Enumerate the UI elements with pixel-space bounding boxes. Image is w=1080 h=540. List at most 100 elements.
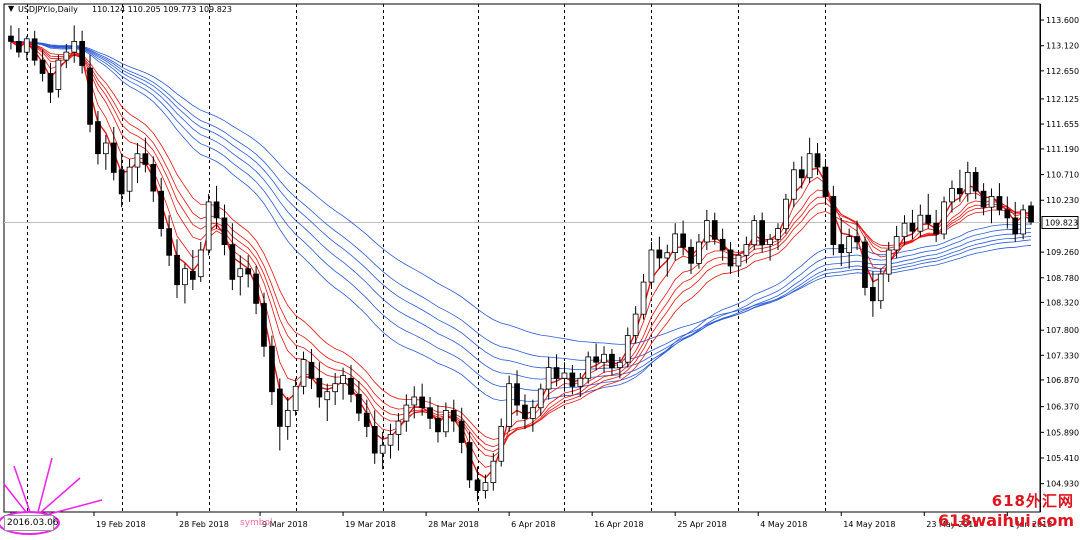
candle[interactable] — [395, 413, 402, 451]
candle[interactable] — [237, 255, 244, 296]
candle[interactable] — [593, 343, 600, 371]
candle[interactable] — [355, 380, 362, 422]
candle[interactable] — [783, 193, 789, 234]
candle[interactable] — [403, 394, 410, 432]
candle[interactable] — [759, 212, 766, 253]
candle[interactable] — [450, 399, 457, 432]
candle[interactable] — [213, 185, 220, 229]
candle[interactable] — [118, 153, 125, 208]
candle[interactable] — [55, 54, 62, 98]
candle[interactable] — [466, 431, 473, 488]
candle[interactable] — [95, 110, 101, 165]
candle[interactable] — [324, 383, 331, 422]
candle[interactable] — [1012, 201, 1019, 242]
candle[interactable] — [142, 137, 149, 173]
candle[interactable] — [561, 362, 568, 392]
candle[interactable] — [553, 354, 560, 387]
candle[interactable] — [205, 193, 212, 256]
candle[interactable] — [585, 351, 592, 384]
candle[interactable] — [189, 249, 196, 291]
candle[interactable] — [292, 378, 299, 416]
candle[interactable] — [166, 215, 172, 267]
header-arrow-icon[interactable]: ▼ — [8, 4, 15, 13]
candle[interactable] — [150, 156, 157, 202]
candle[interactable] — [909, 209, 916, 240]
candle[interactable] — [688, 239, 694, 275]
candle[interactable] — [846, 228, 853, 269]
candle[interactable] — [806, 137, 813, 184]
candle[interactable] — [79, 30, 85, 74]
candle[interactable] — [23, 36, 30, 61]
candle[interactable] — [830, 185, 837, 256]
candle[interactable] — [775, 223, 781, 250]
date-input-field[interactable]: 2016.03.06 — [4, 515, 59, 531]
candle[interactable] — [727, 241, 734, 275]
candle[interactable] — [569, 364, 576, 395]
candle[interactable] — [957, 169, 963, 202]
candle[interactable] — [893, 225, 900, 258]
candle[interactable] — [996, 183, 1003, 216]
candle[interactable] — [822, 159, 829, 205]
candle[interactable] — [972, 167, 979, 200]
candle[interactable] — [308, 348, 315, 390]
candle[interactable] — [980, 183, 987, 216]
candle[interactable] — [933, 209, 940, 242]
candle[interactable] — [411, 386, 418, 419]
candle[interactable] — [696, 233, 702, 269]
candle[interactable] — [31, 30, 38, 66]
candle[interactable] — [814, 143, 821, 176]
candle[interactable] — [609, 348, 615, 376]
candle[interactable] — [39, 49, 46, 82]
candle[interactable] — [877, 268, 884, 309]
candle[interactable] — [87, 54, 93, 133]
candle[interactable] — [387, 423, 394, 459]
candle[interactable] — [316, 362, 323, 408]
candle[interactable] — [63, 44, 70, 69]
candle[interactable] — [617, 356, 623, 379]
candle[interactable] — [71, 25, 78, 63]
candle[interactable] — [1028, 201, 1034, 225]
candle[interactable] — [103, 135, 109, 170]
candle[interactable] — [458, 407, 465, 454]
candle[interactable] — [949, 180, 955, 213]
candle[interactable] — [427, 397, 433, 430]
candle[interactable] — [838, 217, 845, 267]
candle[interactable] — [8, 25, 14, 50]
candle[interactable] — [514, 370, 520, 416]
candle[interactable] — [885, 241, 892, 283]
candle[interactable] — [1004, 196, 1011, 229]
candle[interactable] — [925, 193, 932, 229]
candle[interactable] — [498, 418, 505, 467]
candle[interactable] — [158, 177, 164, 237]
candle[interactable] — [719, 228, 726, 261]
candle[interactable] — [917, 204, 924, 237]
candle[interactable] — [482, 474, 489, 499]
candle[interactable] — [941, 196, 947, 240]
candle[interactable] — [988, 188, 995, 224]
candle[interactable] — [332, 372, 339, 406]
candle[interactable] — [901, 215, 908, 245]
candle[interactable] — [704, 209, 710, 250]
candle[interactable] — [253, 266, 259, 315]
candle[interactable] — [419, 383, 426, 416]
candle[interactable] — [743, 236, 750, 264]
candle[interactable] — [490, 453, 497, 491]
candle[interactable] — [379, 431, 386, 470]
candle[interactable] — [798, 156, 805, 189]
candle[interactable] — [854, 220, 860, 250]
candle[interactable] — [126, 159, 133, 202]
candle[interactable] — [522, 394, 528, 430]
candle[interactable] — [640, 274, 647, 320]
candle[interactable] — [276, 378, 283, 451]
candle[interactable] — [624, 327, 631, 368]
candle[interactable] — [577, 372, 584, 398]
candle[interactable] — [735, 249, 742, 277]
candle[interactable] — [862, 236, 868, 296]
candle[interactable] — [221, 204, 228, 256]
candle[interactable] — [371, 410, 378, 464]
candle[interactable] — [791, 161, 797, 208]
candle[interactable] — [245, 255, 251, 288]
candle[interactable] — [530, 399, 536, 432]
candle[interactable] — [672, 223, 679, 261]
candle[interactable] — [751, 215, 758, 250]
